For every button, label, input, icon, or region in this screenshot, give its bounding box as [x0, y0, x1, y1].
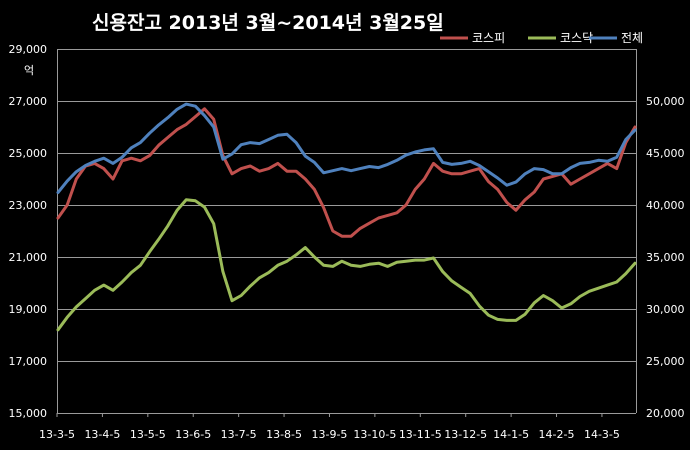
x-tick-label: 13-6-5 — [175, 428, 211, 441]
left-tick-label: 25,000 — [9, 147, 48, 160]
left-tick-label: 17,000 — [9, 355, 48, 368]
x-tick-label: 13-11-5 — [399, 428, 442, 441]
right-axis: 20,000 25,000 30,000 35,000 40,000 45,000 50,0… — [646, 95, 685, 420]
left-tick-label: 23,000 — [9, 199, 48, 212]
x-tick-label: 14-3-5 — [584, 428, 620, 441]
left-axis: 15,000 17,000 19,000 21,000 23,000 25,000 27,0… — [9, 43, 48, 420]
x-tick-label: 13-8-5 — [266, 428, 302, 441]
x-tick-label: 14-1-5 — [493, 428, 529, 441]
legend: 코스피 코스닥 전체 — [440, 31, 643, 45]
right-tick-label: 35,000 — [646, 251, 685, 264]
x-tick-label: 13-4-5 — [84, 428, 120, 441]
left-tick-label: 29,000 — [9, 43, 48, 56]
legend-label: 코스닥 — [560, 31, 593, 45]
x-tick-label: 14-2-5 — [539, 428, 575, 441]
right-tick-label: 40,000 — [646, 199, 685, 212]
left-tick-label: 19,000 — [9, 303, 48, 316]
gridlines — [57, 49, 636, 362]
right-tick-label: 25,000 — [646, 355, 685, 368]
x-tick-label: 13-3-5 — [39, 428, 75, 441]
x-axis: 13-3-5 13-4-5 13-5-5 13-6-5 13-7-5 13-8-5 13-9… — [39, 413, 620, 441]
x-tick-label: 13-5-5 — [130, 428, 166, 441]
x-tick-label: 13-12-5 — [444, 428, 487, 441]
series-line — [56, 198, 637, 332]
right-tick-label: 30,000 — [646, 303, 685, 316]
chart-title: 신용잔고 2013년 3월~2014년 3월25일 — [92, 12, 444, 34]
series-lines — [56, 102, 637, 332]
plot-area — [57, 49, 637, 414]
right-tick-label: 20,000 — [646, 407, 685, 420]
right-tick-label: 50,000 — [646, 95, 685, 108]
left-tick-label: 27,000 — [9, 95, 48, 108]
x-tick-label: 13-10-5 — [353, 428, 396, 441]
legend-label: 전체 — [621, 31, 643, 45]
x-tick-label: 13-7-5 — [221, 428, 257, 441]
series-line — [56, 107, 637, 238]
right-tick-label: 45,000 — [646, 147, 685, 160]
left-tick-label: 21,000 — [9, 251, 48, 264]
legend-label: 코스피 — [472, 31, 505, 45]
left-tick-label: 15,000 — [9, 407, 48, 420]
left-axis-unit-label: 억 — [24, 64, 34, 77]
series-line — [56, 102, 637, 194]
x-tick-label: 13-9-5 — [312, 428, 348, 441]
